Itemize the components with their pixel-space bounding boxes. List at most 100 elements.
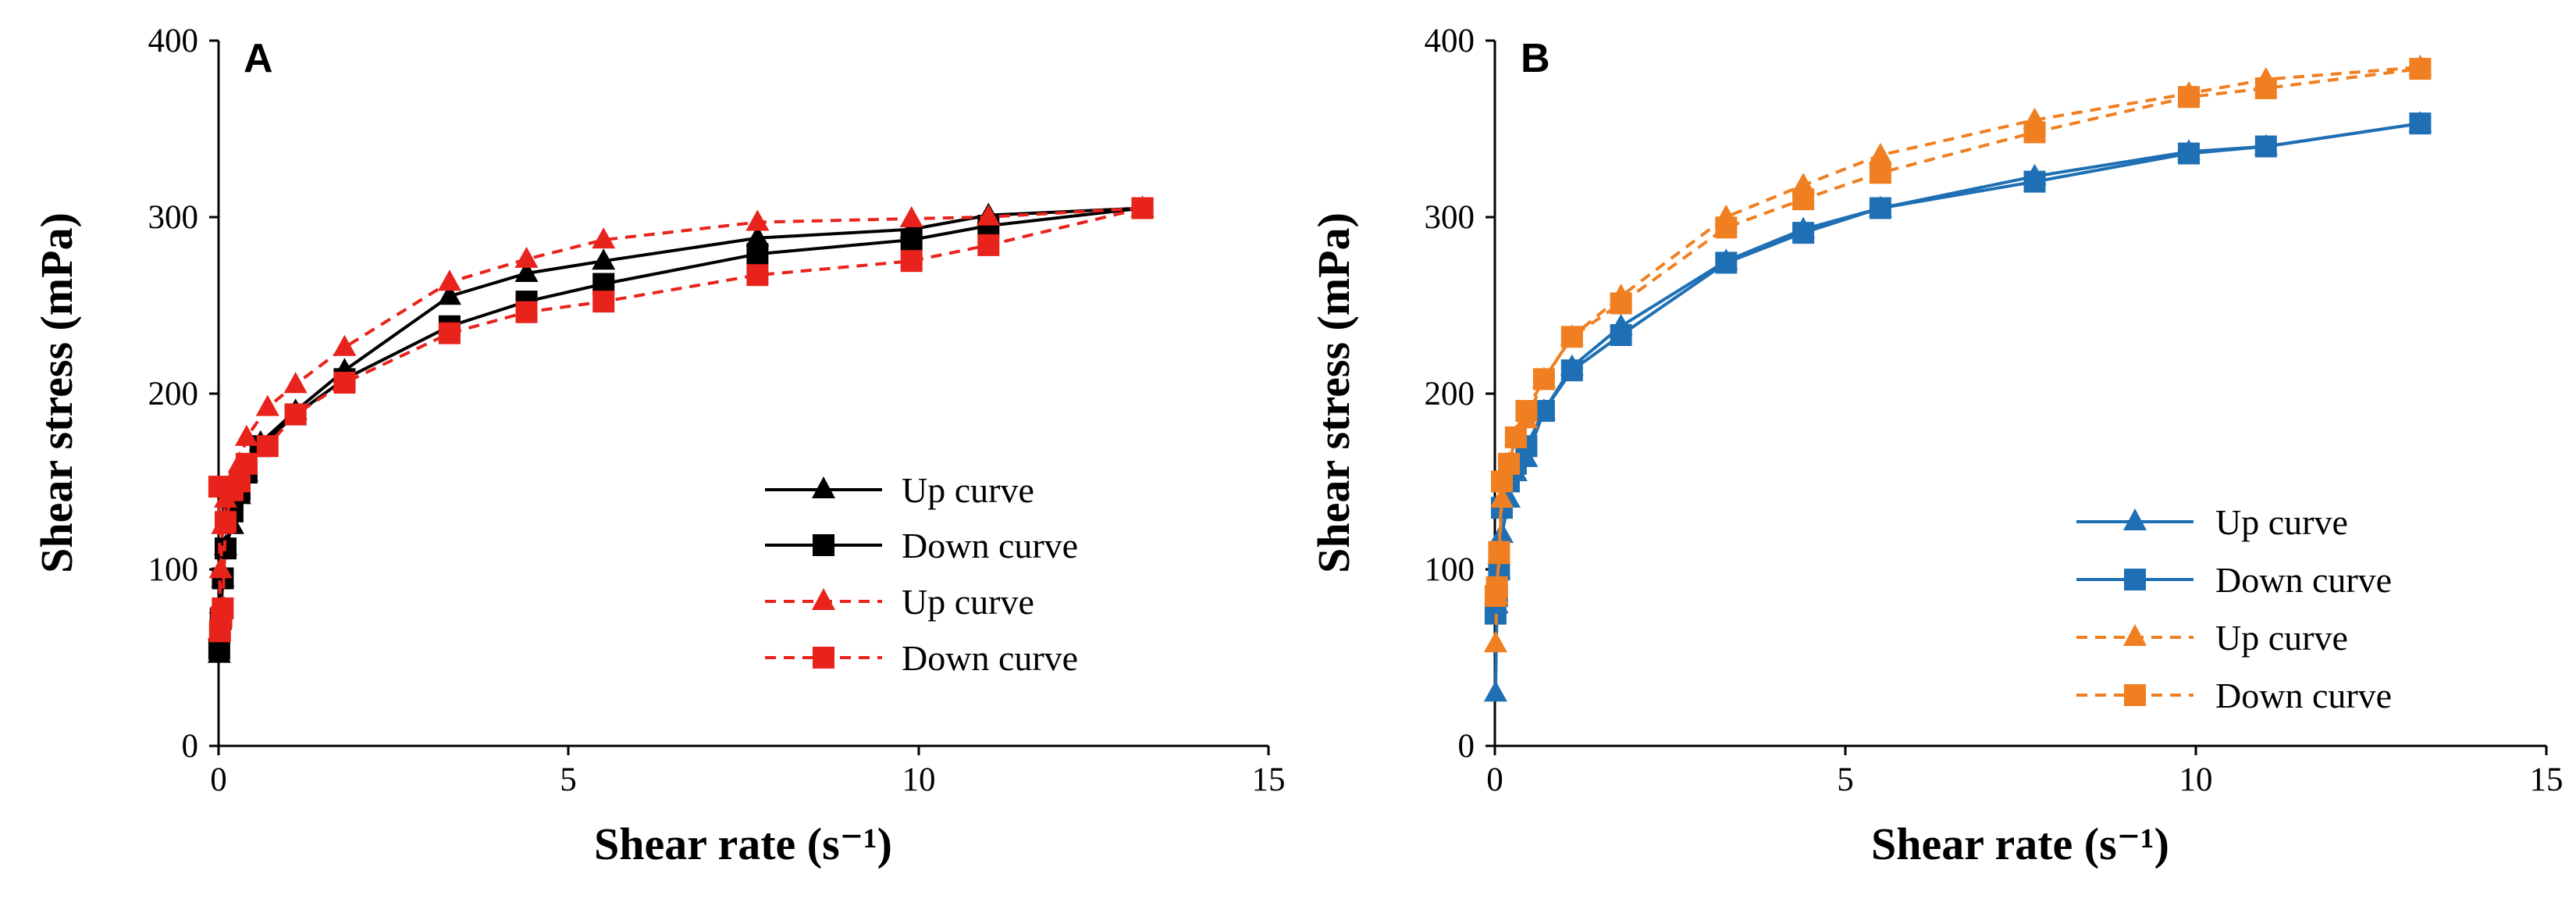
data-point [1715, 251, 1738, 274]
data-point [1532, 368, 1555, 391]
data-point [438, 322, 461, 344]
legend: Up curve Down curve Up curve Down curve [765, 470, 1078, 678]
panel-label: A [244, 36, 273, 81]
legend-swatch-marker [2124, 684, 2146, 706]
legend-swatch-marker [812, 476, 835, 498]
data-point [1560, 359, 1583, 382]
data-point [1869, 197, 1891, 219]
data-point [1498, 452, 1520, 475]
data-point [1485, 576, 1508, 598]
data-point [283, 372, 308, 394]
legend-label: Down curve [2215, 676, 2392, 715]
legend-swatch-marker [812, 588, 835, 610]
series-line [1493, 65, 2421, 644]
data-point [1483, 631, 1507, 653]
data-point [592, 227, 616, 249]
data-point [284, 403, 307, 426]
data-point [1869, 162, 1891, 184]
chart-panel-a: 0 100 200 300 400 0 5 10 15 Shear rate (… [31, 23, 1286, 869]
data-point [212, 597, 234, 619]
data-point [333, 372, 356, 394]
x-tick-label: 10 [2179, 762, 2213, 798]
data-point [1792, 222, 1815, 244]
y-tick-label: 100 [148, 551, 199, 588]
data-point [514, 261, 539, 282]
data-point [514, 246, 539, 268]
data-point [215, 511, 237, 533]
legend-label: Down curve [2215, 560, 2392, 600]
series-line [217, 206, 1143, 632]
data-point [2254, 135, 2277, 158]
x-tick-label: 15 [2530, 762, 2564, 798]
data-point [1610, 292, 1632, 315]
data-point [746, 264, 769, 287]
legend-label: Down curve [902, 526, 1078, 565]
data-point [2178, 86, 2200, 109]
y-tick-label: 300 [148, 199, 199, 236]
data-point [2254, 77, 2277, 99]
data-point [234, 424, 258, 446]
data-point [977, 204, 1001, 226]
data-point [437, 269, 461, 291]
data-point [437, 284, 461, 305]
series-layer [1483, 54, 2432, 702]
data-point [2178, 142, 2200, 165]
data-point [592, 291, 615, 313]
data-point [1792, 188, 1815, 211]
y-tick-label: 0 [182, 728, 199, 765]
series-line [1493, 122, 2421, 694]
data-point [900, 229, 923, 251]
data-point [1488, 540, 1510, 563]
legend-swatch-marker [2124, 569, 2146, 590]
data-point [1483, 680, 1507, 702]
data-point [977, 234, 1000, 256]
x-tick-label: 5 [560, 762, 577, 798]
x-tick-label: 0 [210, 762, 227, 798]
data-point [745, 225, 770, 247]
chart-panel-b: 0 100 200 300 400 0 5 10 15 Shear rate (… [1308, 23, 2564, 869]
data-point [515, 301, 538, 323]
y-tick-label: 400 [1425, 23, 1475, 59]
y-axis-title: Shear stress (mPa) [1308, 212, 1359, 573]
x-axis-title: Shear rate (s⁻¹) [1871, 819, 2169, 869]
data-point [592, 248, 616, 270]
data-point [1515, 400, 1538, 423]
y-tick-label: 300 [1425, 199, 1475, 236]
data-point [1868, 142, 1892, 164]
data-point [1610, 324, 1632, 346]
legend-label: Down curve [902, 638, 1078, 678]
legend-swatch-marker [2123, 508, 2147, 530]
data-point [2023, 121, 2046, 144]
x-axis-title: Shear rate (s⁻¹) [594, 819, 892, 869]
data-point [255, 394, 279, 416]
legend-label: Up curve [902, 470, 1034, 510]
y-tick-label: 100 [1425, 551, 1475, 588]
data-point [333, 334, 357, 356]
data-point [2409, 112, 2432, 135]
data-point [746, 243, 769, 266]
y-tick-label: 200 [1425, 376, 1475, 412]
data-point [1715, 216, 1738, 239]
series-layer [207, 195, 1155, 663]
legend-swatch-marker [2123, 624, 2147, 646]
series-line [217, 206, 1144, 632]
x-tick-label: 0 [1486, 762, 1503, 798]
data-point [900, 250, 923, 273]
y-tick-label: 0 [1458, 728, 1475, 765]
data-point [2023, 170, 2046, 193]
legend-label: Up curve [902, 582, 1034, 622]
y-tick-label: 200 [148, 376, 199, 412]
data-point [235, 452, 258, 475]
legend: Up curve Down curve Up curve Down curve [2076, 502, 2392, 715]
x-tick-label: 10 [902, 762, 936, 798]
legend-swatch-marker [813, 534, 834, 556]
data-point [899, 206, 923, 227]
panel-label: B [1521, 36, 1550, 81]
x-tick-label: 15 [1252, 762, 1286, 798]
data-point [745, 209, 770, 231]
legend-label: Up curve [2215, 618, 2348, 658]
y-tick-label: 400 [148, 23, 199, 59]
data-point [1560, 326, 1583, 348]
legend-swatch-marker [813, 647, 834, 669]
